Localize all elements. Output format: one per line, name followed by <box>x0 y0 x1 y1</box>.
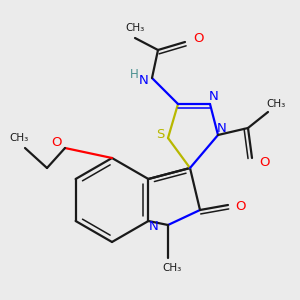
Text: S: S <box>156 128 164 140</box>
Text: H: H <box>130 68 138 80</box>
Text: CH₃: CH₃ <box>162 263 182 273</box>
Text: CH₃: CH₃ <box>266 99 286 109</box>
Text: O: O <box>260 157 270 169</box>
Text: N: N <box>217 122 227 136</box>
Text: N: N <box>139 74 149 86</box>
Text: N: N <box>149 220 159 233</box>
Text: O: O <box>235 200 245 214</box>
Text: O: O <box>193 32 203 46</box>
Text: CH₃: CH₃ <box>9 133 28 143</box>
Text: N: N <box>209 89 219 103</box>
Text: CH₃: CH₃ <box>125 23 145 33</box>
Text: O: O <box>51 136 61 149</box>
